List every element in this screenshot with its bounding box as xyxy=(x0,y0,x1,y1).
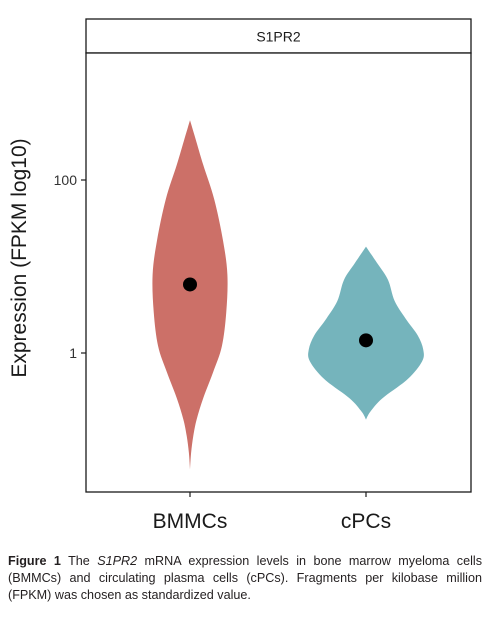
facet-strip-label: S1PR2 xyxy=(256,29,301,45)
median-point-cpcs xyxy=(359,333,373,348)
y-axis-title: Expression (FPKM log10) xyxy=(8,138,31,377)
violin-layer xyxy=(152,120,424,470)
x-tick-label-cpcs: cPCs xyxy=(341,510,391,533)
y-axis: 1 100 xyxy=(54,172,86,361)
caption-text-after: mRNA expression levels in bone marrow my… xyxy=(8,554,482,602)
x-tick-label-bmmcs: BMMCs xyxy=(153,510,228,533)
median-point-bmmcs xyxy=(183,277,197,292)
chart-svg: S1PR2 1 100 BMMCs cPCs Expression (FPKM lo… xyxy=(8,18,472,533)
y-tick-label: 1 xyxy=(69,345,77,361)
violin-plot-figure: S1PR2 1 100 BMMCs cPCs Expression (FPKM lo… xyxy=(8,18,472,533)
caption-text-before: The xyxy=(60,554,98,568)
facet-strip xyxy=(85,18,472,54)
plot-panel xyxy=(85,52,472,493)
caption-gene-name: S1PR2 xyxy=(97,554,138,568)
caption-figure-label: Figure 1 xyxy=(8,554,61,568)
figure-caption: Figure 1 The S1PR2 mRNA expression level… xyxy=(8,553,482,604)
violin-cpcs xyxy=(308,246,424,420)
y-tick-label: 100 xyxy=(54,172,78,188)
median-layer xyxy=(183,277,373,348)
x-axis: BMMCs cPCs xyxy=(153,492,391,533)
violin-bmmcs xyxy=(152,120,228,470)
